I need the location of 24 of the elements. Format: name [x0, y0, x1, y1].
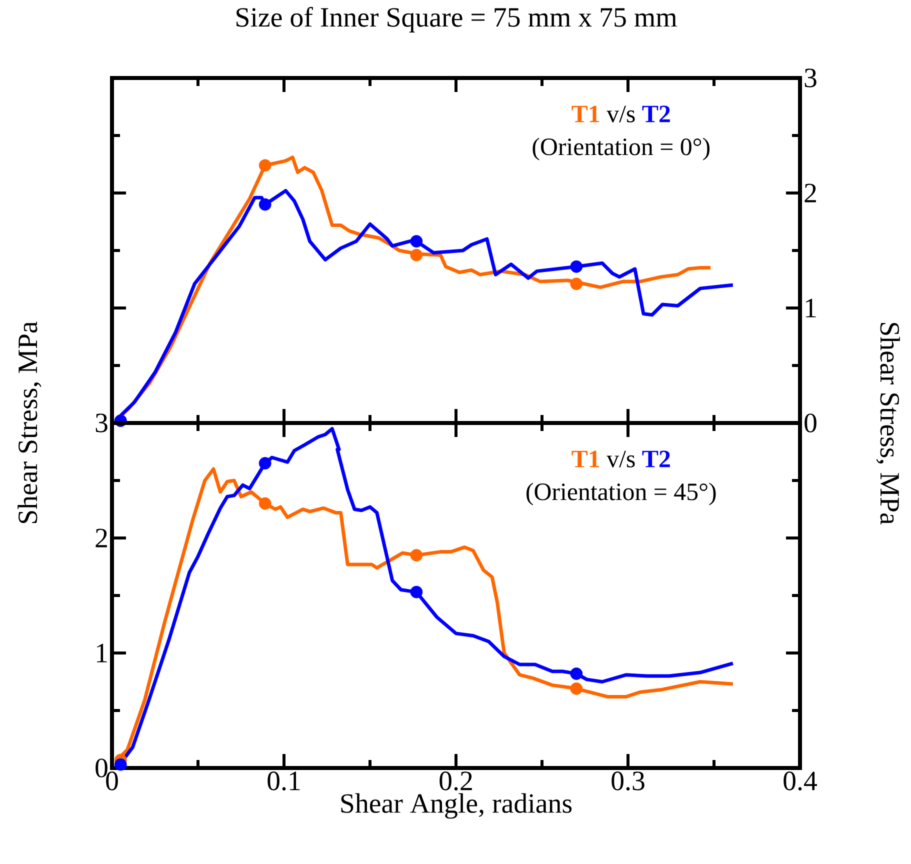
y2-tick-label: 1 — [806, 298, 816, 318]
x-tick-label: 0.2 — [440, 772, 472, 790]
x-axis-title: Shear Angle, radians — [341, 793, 572, 819]
text: T1 — [572, 106, 600, 122]
x-tick-label: 0.4 — [784, 772, 818, 790]
y-tick-label: 3 — [96, 414, 108, 432]
y2-tick-label: 0 — [804, 414, 816, 432]
annotation: v/s — [606, 450, 635, 468]
y-axis-title: Shear Stress, MPa — [18, 322, 42, 524]
x-tick-label: 0.1 — [268, 772, 300, 790]
y2-tick-label: 2 — [804, 184, 816, 202]
text: T2 — [642, 106, 670, 122]
chart-title: Size of Inner Square = 75 mm x 75 mm — [236, 6, 677, 32]
text: T1 — [572, 450, 600, 468]
y2-axis-title: Shear Stress, MPa — [876, 322, 900, 524]
y-tick-label: 2 — [96, 528, 107, 548]
annotation: (Orientation = 45°) — [526, 482, 716, 506]
annotation: (Orientation = 0°) — [532, 138, 710, 160]
annotation: v/s — [606, 106, 635, 122]
y-tick-label: 1 — [96, 644, 107, 662]
text: T2 — [642, 450, 670, 468]
y-tick-label: 0 — [96, 758, 108, 778]
x-tick-label: 0.3 — [612, 772, 644, 790]
y2-tick-label: 3 — [804, 68, 816, 88]
